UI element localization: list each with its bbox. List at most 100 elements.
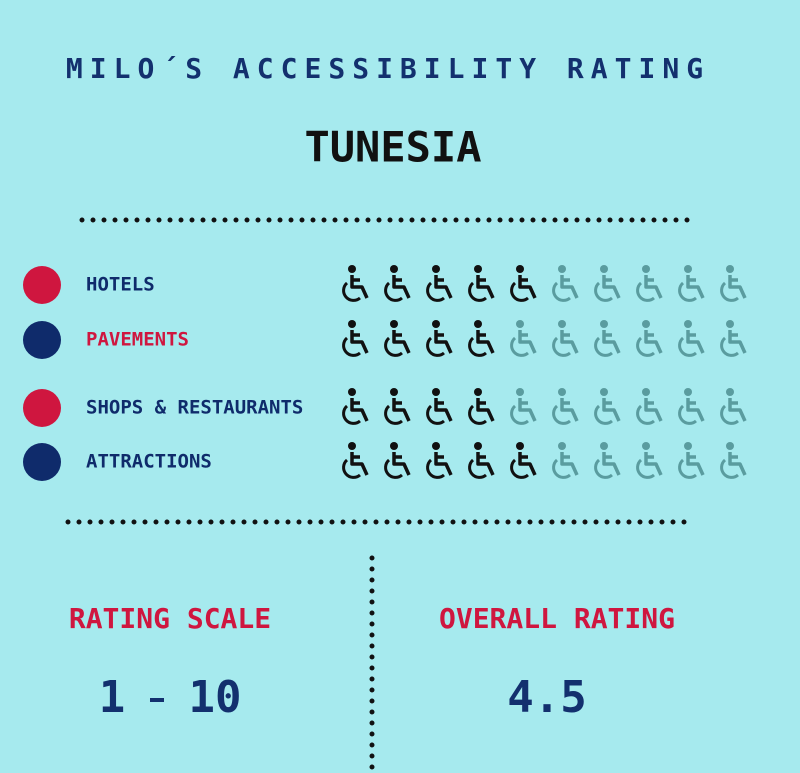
- icon-wheel: [594, 458, 613, 479]
- icon-head: [390, 388, 398, 396]
- category-dot: [23, 443, 61, 481]
- empty-icon: [678, 388, 705, 425]
- icon-wheel: [552, 281, 571, 302]
- icon-head: [390, 265, 398, 273]
- category-label: SHOPS & RESTAURANTS: [86, 397, 303, 419]
- filled-icon: [426, 388, 453, 425]
- icon-head: [432, 265, 440, 273]
- icon-body: [560, 275, 579, 299]
- icon-head: [516, 442, 524, 450]
- filled-icon: [384, 442, 411, 479]
- icon-head: [726, 265, 734, 273]
- empty-icon: [678, 442, 705, 479]
- icon-wheel: [510, 281, 529, 302]
- filled-icon: [342, 265, 369, 302]
- icon-body: [644, 330, 663, 354]
- title: MILO´S ACCESSIBILITY RATING: [66, 52, 710, 85]
- icon-head: [558, 442, 566, 450]
- icon-body: [434, 398, 453, 422]
- empty-icon: [594, 442, 621, 479]
- category-label: ATTRACTIONS: [86, 451, 212, 473]
- icon-wheel: [510, 404, 529, 425]
- empty-icon: [594, 320, 621, 357]
- icon-head: [348, 320, 356, 328]
- icon-head: [474, 265, 482, 273]
- filled-icon: [510, 442, 537, 479]
- filled-icon: [384, 265, 411, 302]
- icon-body: [518, 398, 537, 422]
- icon-body: [392, 452, 411, 476]
- filled-icon: [384, 388, 411, 425]
- icon-wheel: [636, 281, 655, 302]
- icon-wheel: [426, 404, 445, 425]
- empty-icon: [678, 320, 705, 357]
- icon-wheel: [720, 281, 739, 302]
- filled-icon: [510, 265, 537, 302]
- icon-head: [600, 265, 608, 273]
- icon-body: [350, 330, 369, 354]
- icon-head: [348, 388, 356, 396]
- empty-icon: [552, 265, 579, 302]
- icon-head: [516, 265, 524, 273]
- empty-icon: [720, 320, 747, 357]
- icon-head: [684, 265, 692, 273]
- icon-wheel: [594, 281, 613, 302]
- icon-head: [432, 442, 440, 450]
- icon-head: [642, 320, 650, 328]
- icon-body: [686, 398, 705, 422]
- icon-body: [434, 330, 453, 354]
- icon-head: [726, 442, 734, 450]
- icon-wheel: [468, 404, 487, 425]
- icon-head: [432, 320, 440, 328]
- icon-body: [560, 330, 579, 354]
- empty-icon: [594, 265, 621, 302]
- empty-icon: [552, 320, 579, 357]
- icon-wheel: [678, 281, 697, 302]
- icon-body: [728, 398, 747, 422]
- icon-body: [686, 330, 705, 354]
- empty-icon: [720, 388, 747, 425]
- category-dot: [23, 266, 61, 304]
- icon-body: [602, 330, 621, 354]
- category-label: PAVEMENTS: [86, 329, 189, 351]
- icon-wheel: [468, 336, 487, 357]
- icon-body: [686, 452, 705, 476]
- empty-icon: [720, 265, 747, 302]
- empty-icon: [552, 388, 579, 425]
- filled-icon: [468, 388, 495, 425]
- icon-wheel: [594, 336, 613, 357]
- filled-icon: [426, 442, 453, 479]
- icon-wheel: [636, 336, 655, 357]
- icon-body: [476, 398, 495, 422]
- empty-icon: [636, 442, 663, 479]
- icon-body: [728, 275, 747, 299]
- icon-wheel: [426, 281, 445, 302]
- category-label: HOTELS: [86, 274, 155, 296]
- icon-body: [602, 452, 621, 476]
- icon-wheel: [720, 458, 739, 479]
- icon-wheel: [468, 458, 487, 479]
- icon-wheel: [426, 336, 445, 357]
- scale-min: 1: [99, 672, 126, 723]
- icon-head: [390, 442, 398, 450]
- empty-icon: [510, 320, 537, 357]
- icon-head: [684, 388, 692, 396]
- icon-head: [558, 265, 566, 273]
- icon-head: [600, 388, 608, 396]
- icon-body: [518, 452, 537, 476]
- icon-head: [516, 320, 524, 328]
- icon-body: [392, 398, 411, 422]
- icon-head: [726, 388, 734, 396]
- icon-head: [390, 320, 398, 328]
- icon-head: [474, 442, 482, 450]
- icon-head: [348, 265, 356, 273]
- empty-icon: [636, 388, 663, 425]
- icon-body: [476, 330, 495, 354]
- icon-head: [684, 320, 692, 328]
- icon-body: [728, 452, 747, 476]
- icon-head: [558, 388, 566, 396]
- icon-wheel: [510, 458, 529, 479]
- filled-icon: [426, 320, 453, 357]
- icon-wheel: [552, 404, 571, 425]
- icon-body: [644, 275, 663, 299]
